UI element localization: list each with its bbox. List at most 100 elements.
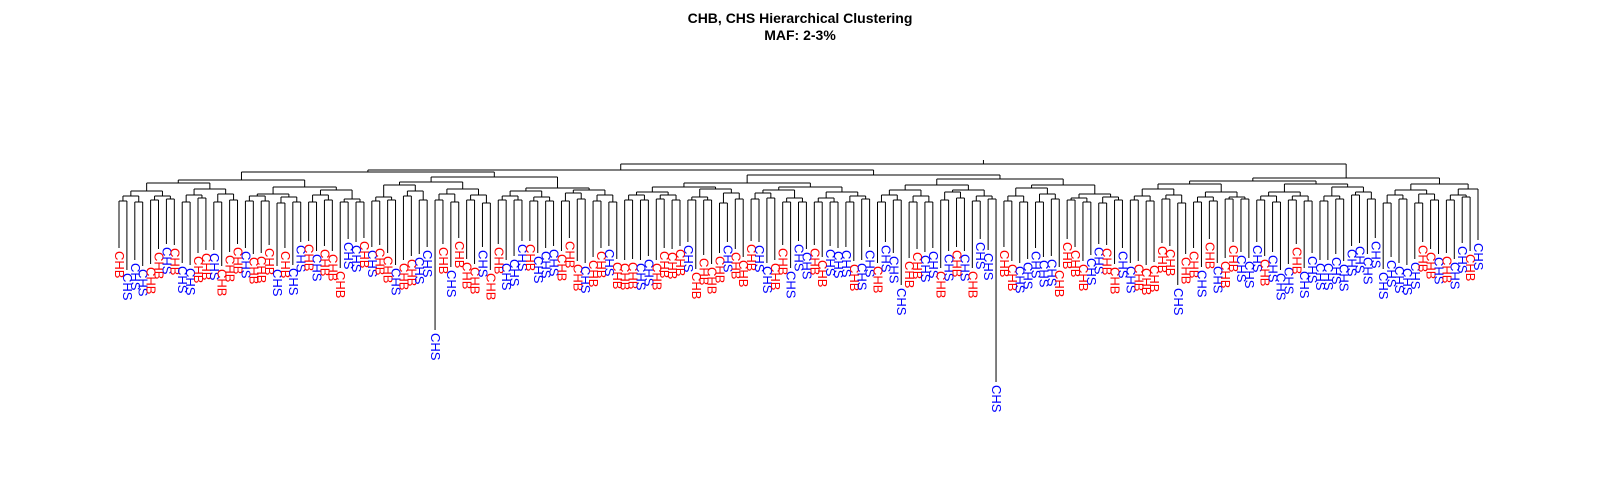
leaf-label: CHB <box>1005 264 1020 291</box>
leaf-label: CHS <box>1123 266 1138 294</box>
dendrogram-links <box>118 160 1479 382</box>
leaf-label: CHS <box>270 269 285 297</box>
leaf-label: CHB <box>452 241 467 268</box>
leaf-label: CHB <box>618 263 633 290</box>
leaf-label: CHB <box>1187 251 1202 278</box>
leaf-label: CHS <box>389 268 404 296</box>
leaf-label: CHB <box>1108 267 1123 294</box>
leaf-label: CHB <box>1202 242 1217 269</box>
leaf-label: CHS <box>294 245 309 273</box>
leaf-label: CHS <box>989 385 1004 413</box>
leaf-label: CHS <box>1408 262 1423 290</box>
leaf-label: CHS <box>752 245 767 273</box>
leaf-label: CHS <box>1345 249 1360 277</box>
leaf-label: CHB <box>357 241 372 268</box>
leaf-label: CHB <box>728 252 743 279</box>
leaf-label: CHS <box>633 263 648 291</box>
leaf-label: CHB <box>262 248 277 275</box>
leaf-label: CHS <box>1352 246 1367 274</box>
leaf-label: CHS <box>1013 266 1028 294</box>
leaf-label: CHB <box>112 251 127 278</box>
leaf-label: CHB <box>254 256 269 283</box>
title-block: CHB, CHS Hierarchical Clustering MAF: 2-… <box>0 10 1600 44</box>
leaf-label: CHS <box>341 242 356 270</box>
leaf-label: CHS <box>1376 272 1391 300</box>
leaf-label: CHS <box>831 251 846 279</box>
leaf-label: CHB <box>965 271 980 298</box>
leaf-label: CHB <box>586 260 601 287</box>
leaf-label: CHS <box>1455 246 1470 274</box>
leaf-label: CHS <box>238 251 253 279</box>
leaf-label: CHS <box>475 250 490 278</box>
leaf-label: CHB <box>610 262 625 289</box>
leaf-label: CHS <box>878 245 893 273</box>
leaf-label: CHS <box>159 247 174 275</box>
leaf-label: CHB <box>468 267 483 294</box>
leaf-label: CHB <box>934 271 949 298</box>
leaf-label: CHS <box>539 251 554 279</box>
leaf-label: CHS <box>681 245 696 273</box>
leaf-label: CHS <box>1384 260 1399 288</box>
leaf-label: CHS <box>365 250 380 278</box>
leaf-label: CHB <box>1463 254 1478 281</box>
leaf-label: CHS <box>1044 259 1059 287</box>
leaf-label: CHB <box>665 252 680 279</box>
leaf-label: CHS <box>863 250 878 278</box>
leaf-label: CHS <box>1360 257 1375 285</box>
leaf-label: CHS <box>349 245 364 273</box>
leaf-label: CHB <box>152 252 167 279</box>
leaf-label: CHB <box>1179 257 1194 284</box>
leaf-label: CHB <box>1052 270 1067 297</box>
leaf-label: CHS <box>760 266 775 294</box>
leaf-label: CHB <box>1155 246 1170 273</box>
leaf-labels: CHBCHSCHSCHSCHBCHBCHSCHBCHSCHSCHBCHBCHSC… <box>112 241 1486 413</box>
chart-title: CHB, CHS Hierarchical Clustering <box>687 10 913 26</box>
leaf-label: CHS <box>1471 243 1486 271</box>
leaf-label: CHS <box>1266 255 1281 283</box>
leaf-label: CHB <box>199 253 214 280</box>
leaf-label: CHS <box>1115 251 1130 279</box>
leaf-label: CHB <box>689 272 704 299</box>
leaf-label: CHS <box>175 266 190 294</box>
leaf-label: CHS <box>957 254 972 282</box>
leaf-label: CHB <box>736 260 751 287</box>
leaf-label: CHB <box>325 254 340 281</box>
leaf-label: CHS <box>981 253 996 281</box>
leaf-label: CHS <box>792 244 807 272</box>
leaf-label: CHS <box>1036 260 1051 288</box>
leaf-label: CHS <box>886 256 901 284</box>
leaf-label: CHS <box>1084 258 1099 286</box>
leaf-label: CHS <box>136 269 151 297</box>
leaf-label: CHB <box>1439 256 1454 283</box>
leaf-label: CHB <box>191 256 206 283</box>
leaf-label: CHS <box>531 256 546 284</box>
leaf-label: CHB <box>1289 247 1304 274</box>
leaf-label: CHB <box>594 251 609 278</box>
leaf-label: CHB <box>317 249 332 276</box>
leaf-label: CHB <box>807 248 822 275</box>
leaf-label: CHB <box>697 258 712 285</box>
leaf-label: CHB <box>1163 249 1178 276</box>
leaf-label: CHS <box>720 245 735 273</box>
leaf-label: CHS <box>1210 266 1225 294</box>
leaf-label: CHS <box>286 268 301 296</box>
leaf-label: CHB <box>1076 264 1091 291</box>
leaf-label: CHB <box>231 247 246 274</box>
leaf-label: CHS <box>1242 261 1257 289</box>
leaf-label: CHS <box>1337 264 1352 292</box>
leaf-label: CHS <box>823 249 838 277</box>
leaf-label: CHB <box>1139 268 1154 295</box>
leaf-label: CHS <box>1194 270 1209 298</box>
leaf-label: CHB <box>910 252 925 279</box>
leaf-label: CHB <box>554 254 569 281</box>
leaf-label: CHS <box>207 253 222 281</box>
leaf-label: CHB <box>1258 259 1273 286</box>
leaf-label: CHB <box>902 261 917 288</box>
leaf-label: CHS <box>1305 256 1320 284</box>
leaf-label: CHS <box>444 270 459 298</box>
leaf-label: CHS <box>1029 251 1044 279</box>
leaf-label: CHB <box>523 244 538 271</box>
leaf-label: CHS <box>855 263 870 291</box>
leaf-label: CHB <box>396 263 411 290</box>
leaf-label: CHB <box>246 257 261 284</box>
